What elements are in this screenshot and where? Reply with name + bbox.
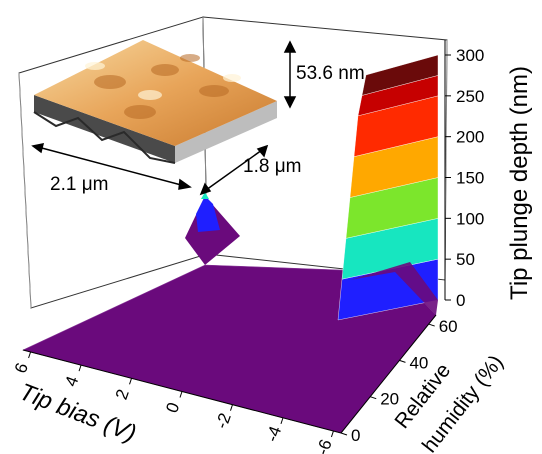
inset-depth-label: 53.6 nm	[296, 63, 365, 84]
z-tick-label: 250	[456, 87, 484, 106]
y-tick-label: 60	[439, 317, 458, 336]
inset-side-face	[175, 101, 277, 163]
surface	[22, 54, 439, 434]
surface-wall-band	[361, 54, 439, 96]
x-tick-mark	[28, 351, 32, 359]
x-tick-label: -6	[313, 437, 336, 454]
x-tick-mark	[179, 391, 183, 398]
inset-annotations	[31, 40, 297, 196]
x-tick-label: 2	[112, 387, 133, 402]
x-tick-mark	[280, 417, 284, 425]
z-tick-label: 150	[456, 169, 484, 188]
x-tick-label: 4	[61, 374, 82, 389]
y-tick-mark	[428, 323, 435, 327]
y-tick-label: 20	[380, 390, 399, 409]
inset-length-label: 1.8 μm	[243, 156, 301, 177]
surface-wall-foot	[350, 262, 438, 315]
x-tick-mark	[330, 430, 334, 438]
z-axis-title: Tip plunge depth (nm)	[506, 66, 533, 300]
surface-peak-cyan	[201, 192, 209, 199]
surface-peak-blue	[196, 196, 220, 232]
inset-afm-image	[33, 40, 277, 164]
x-tick-mark	[230, 404, 233, 411]
inset-width-label: 2.1 μm	[50, 174, 108, 195]
z-tick-label: 200	[456, 128, 484, 147]
z-tick-label: 0	[456, 291, 465, 310]
z-tick-label: 300	[456, 46, 484, 65]
y-tick-label: 0	[351, 426, 360, 445]
y-tick-mark	[370, 396, 377, 400]
inset-front-face	[34, 95, 175, 163]
z-tick-label: 50	[456, 250, 475, 269]
x-tick-label: -4	[262, 424, 285, 445]
z-tick-label: 100	[456, 209, 484, 228]
x-tick-mark	[129, 378, 132, 385]
y-tick-mark	[399, 359, 406, 363]
y-tick-mark	[340, 432, 348, 436]
x-tick-label: 6	[11, 360, 32, 375]
y-tick-label: 40	[409, 353, 428, 372]
z-axis: 0 50 100 150 200 250 300 Tip plunge depth (nm)	[444, 40, 533, 310]
x-tick-label: 0	[162, 400, 183, 415]
x-tick-mark	[78, 364, 82, 372]
x-tick-label: -2	[212, 410, 235, 431]
